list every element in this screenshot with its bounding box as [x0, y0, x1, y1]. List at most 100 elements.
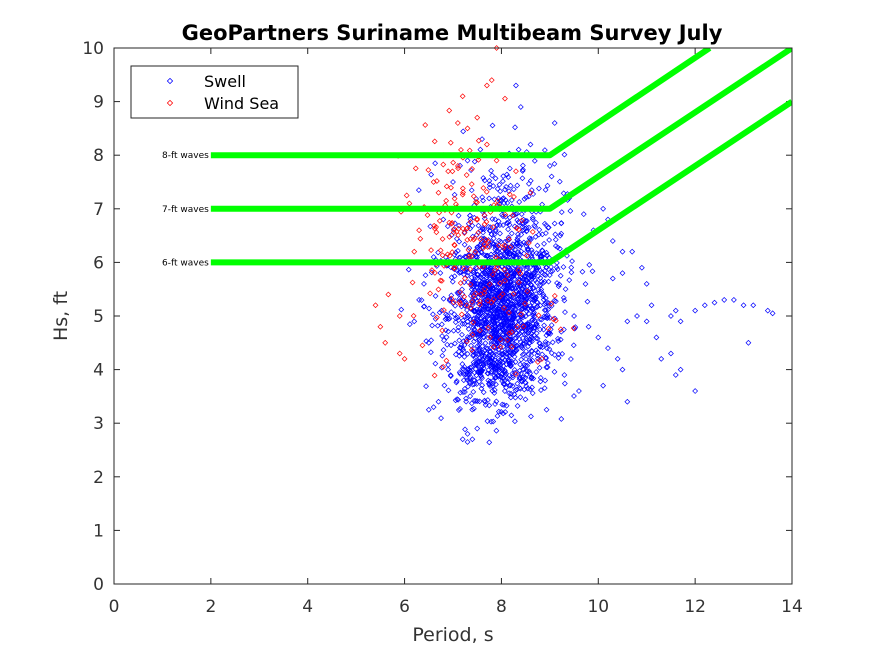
- scatter-point: [482, 340, 489, 347]
- scatter-point: [507, 360, 513, 367]
- scatter-point: [479, 382, 486, 389]
- scatter-point: [475, 222, 482, 229]
- scatter-point: [486, 227, 493, 234]
- scatter-point: [554, 266, 561, 273]
- scatter-point: [518, 306, 525, 313]
- scatter-point: [505, 298, 512, 305]
- scatter-point: [518, 217, 525, 224]
- scatter-point: [499, 178, 506, 185]
- scatter-point: [557, 245, 563, 252]
- line-annotation: 7-ft waves: [162, 205, 209, 215]
- scatter-point: [471, 158, 478, 165]
- scatter-point: [456, 337, 463, 344]
- scatter-point: [638, 264, 645, 271]
- x-axis-label: Period, s: [412, 624, 493, 646]
- scatter-point: [506, 390, 512, 397]
- scatter-point: [508, 390, 514, 397]
- scatter-point: [525, 180, 532, 187]
- scatter-point: [519, 328, 526, 335]
- scatter-point: [494, 413, 501, 419]
- scatter-point: [476, 339, 483, 345]
- scatter-point: [528, 293, 535, 300]
- scatter-point: [503, 361, 510, 368]
- scatter-point: [411, 248, 418, 255]
- scatter-point: [539, 231, 546, 238]
- scatter-point: [485, 287, 491, 294]
- scatter-point: [410, 313, 417, 319]
- scatter-point: [545, 325, 552, 332]
- scatter-point: [493, 381, 499, 388]
- scatter-point: [412, 165, 419, 172]
- scatter-point: [750, 302, 757, 309]
- scatter-point: [533, 279, 540, 286]
- scatter-point: [445, 168, 452, 175]
- scatter-point: [516, 374, 523, 381]
- scatter-point: [475, 156, 482, 163]
- scatter-point: [499, 326, 506, 333]
- scatter-point: [493, 157, 500, 164]
- scatter-point: [492, 306, 499, 312]
- scatter-point: [466, 375, 473, 382]
- scatter-point: [485, 359, 491, 366]
- scatter-point: [496, 181, 503, 188]
- scatter-point: [490, 241, 497, 247]
- scatter-point: [541, 278, 548, 285]
- scatter-point: [422, 272, 429, 279]
- scatter-point: [440, 295, 447, 302]
- scatter-point: [507, 278, 514, 285]
- scatter-point: [517, 361, 524, 368]
- scatter-point: [489, 378, 496, 384]
- scatter-point: [520, 282, 527, 289]
- scatter-point: [506, 188, 512, 195]
- scatter-point: [489, 355, 495, 361]
- scatter-point: [532, 269, 538, 276]
- scatter-point: [479, 263, 486, 270]
- scatter-point: [544, 252, 551, 259]
- scatter-point: [479, 194, 486, 201]
- scatter-point: [561, 380, 568, 387]
- scatter-point: [479, 226, 486, 233]
- scatter-point: [480, 349, 486, 356]
- scatter-point: [435, 189, 442, 196]
- scatter-point: [643, 280, 650, 287]
- scatter-point: [497, 280, 503, 286]
- scatter-point: [543, 307, 549, 313]
- scatter-point: [498, 408, 505, 415]
- scatter-point: [512, 124, 518, 131]
- scatter-point: [513, 288, 520, 295]
- scatter-point: [537, 275, 544, 281]
- scatter-point: [522, 325, 529, 331]
- scatter-point: [478, 367, 485, 374]
- scatter-point: [458, 342, 465, 349]
- scatter-point: [555, 351, 562, 358]
- scatter-point: [485, 367, 492, 374]
- scatter-point: [483, 237, 489, 243]
- scatter-point: [531, 271, 537, 278]
- scatter-point: [516, 276, 523, 283]
- scatter-point: [455, 289, 462, 296]
- scatter-point: [672, 307, 679, 314]
- scatter-point: [534, 349, 541, 356]
- scatter-point: [475, 331, 482, 338]
- scatter-point: [442, 327, 449, 334]
- scatter-point: [467, 364, 474, 371]
- scatter-point: [534, 304, 541, 310]
- scatter-point: [443, 357, 450, 364]
- scatter-point: [513, 82, 519, 89]
- scatter-point: [491, 276, 498, 282]
- scatter-point: [447, 373, 454, 379]
- scatter-point: [506, 376, 513, 382]
- scatter-point: [502, 409, 509, 415]
- scatter-point: [505, 236, 512, 243]
- scatter-point: [541, 385, 548, 392]
- scatter-point: [478, 239, 485, 246]
- scatter-point: [457, 370, 464, 377]
- scatter-point: [490, 224, 497, 230]
- scatter-point: [557, 232, 564, 239]
- scatter-point: [481, 221, 488, 228]
- scatter-point: [470, 352, 477, 358]
- scatter-point: [463, 302, 470, 309]
- scatter-point: [450, 327, 457, 334]
- scatter-point: [511, 212, 517, 218]
- scatter-point: [502, 314, 508, 321]
